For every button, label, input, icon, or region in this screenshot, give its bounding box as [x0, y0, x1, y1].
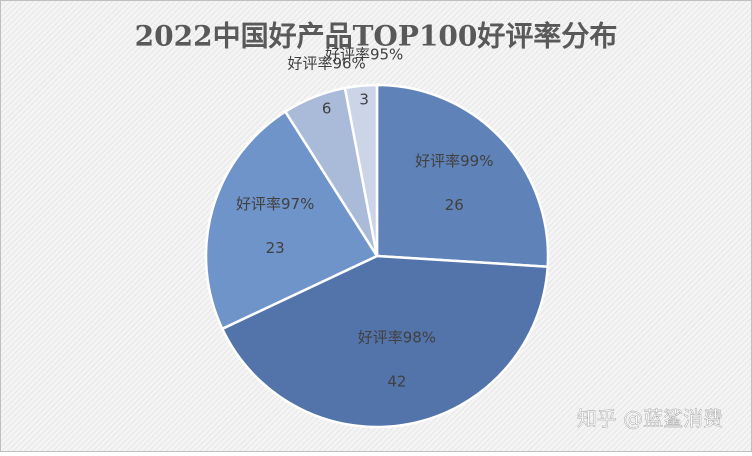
watermark: 知乎 @蓝鲨消费	[577, 407, 723, 431]
category-label: 好评率96%	[287, 54, 365, 72]
value-label: 23	[266, 239, 285, 257]
category-label: 好评率97%	[236, 195, 314, 213]
category-label: 好评率95%	[325, 45, 403, 63]
category-label: 好评率98%	[358, 329, 436, 347]
pie-slice	[204, 109, 379, 331]
pie-slice	[375, 83, 550, 269]
pie-slice	[343, 83, 379, 257]
value-label: 42	[387, 373, 406, 391]
chart-title: 2022中国好产品TOP100好评率分布	[135, 20, 618, 53]
category-label: 好评率99%	[415, 152, 493, 170]
value-label: 6	[322, 99, 332, 117]
value-label: 26	[445, 196, 464, 214]
value-label: 3	[359, 90, 369, 108]
pie-slice	[220, 254, 549, 429]
